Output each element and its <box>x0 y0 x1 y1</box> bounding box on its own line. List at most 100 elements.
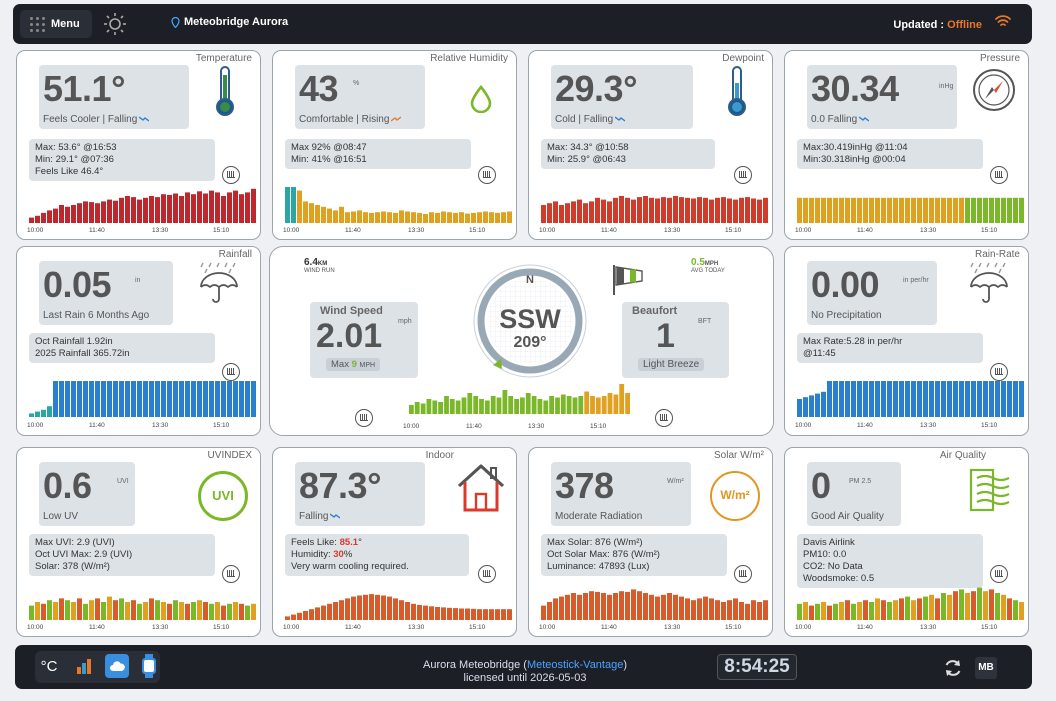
spark-bar <box>399 210 404 223</box>
spark-bar <box>821 391 826 417</box>
wind-degrees: 209° <box>513 334 546 351</box>
history-chart-icon[interactable] <box>478 565 496 583</box>
spark-bar <box>495 212 500 223</box>
spark-bar <box>137 199 142 223</box>
weather-forecast-button[interactable] <box>105 654 129 678</box>
spark-bar <box>245 192 250 223</box>
temperature-stats: Max: 53.6° @16:53 Min: 29.1° @07:36 Feel… <box>29 139 215 181</box>
meteobridge-logo[interactable]: MB <box>975 657 997 679</box>
rainrate-value: 0.00 <box>811 264 880 305</box>
spark-bar <box>875 197 880 223</box>
spark-bar <box>399 600 404 620</box>
spark-bar <box>691 198 696 223</box>
wind-card[interactable]: 6.4KM WIND RUN 0.5MPH AVG TODAY Wind Speed… <box>269 246 774 436</box>
history-chart-icon[interactable] <box>990 363 1008 381</box>
license-expiry: licensed until 2026-05-03 <box>463 672 587 684</box>
spark-bar <box>965 381 970 417</box>
spark-bar <box>709 598 714 620</box>
spark-bar <box>971 381 976 417</box>
spark-bar <box>667 197 672 223</box>
menu-label: Menu <box>51 18 80 30</box>
spark-bar <box>815 603 820 620</box>
axis-tick: 10:00 <box>27 227 44 234</box>
axis-tick: 11:40 <box>601 624 617 631</box>
wind-max-unit: MPH <box>359 362 376 369</box>
spark-bar <box>1007 598 1012 620</box>
spark-bar <box>691 600 696 620</box>
spark-bar <box>77 381 82 417</box>
stat-line: 2025 Rainfall 365.72in <box>35 348 130 359</box>
spark-bar <box>173 381 178 417</box>
spark-bar <box>143 197 148 223</box>
history-chart-icon[interactable] <box>222 166 240 184</box>
watch-button[interactable] <box>137 654 161 678</box>
spark-bar <box>501 609 506 620</box>
smartwatch-icon <box>142 654 156 678</box>
spark-bar <box>303 201 308 223</box>
time-axis: 10:00 11:40 13:30 15:10 <box>27 624 257 634</box>
refresh-icon[interactable] <box>943 658 963 678</box>
spark-bar <box>113 600 118 620</box>
spark-bar <box>899 598 904 620</box>
spark-bar <box>173 600 178 620</box>
spark-bar <box>107 199 112 223</box>
time-axis: 10:00 11:40 13:30 15:10 <box>283 624 513 634</box>
temperature-subtitle-text: Feels Cooler | Falling <box>43 114 138 125</box>
spark-bar <box>447 212 452 223</box>
charts-button[interactable] <box>72 654 96 678</box>
history-chart-icon[interactable] <box>734 565 752 583</box>
rainrate-card[interactable]: Rain-Rate 0.00 in per/hr No Precipitatio… <box>784 246 1029 436</box>
history-chart-icon[interactable] <box>222 363 240 381</box>
spark-bar <box>41 212 46 223</box>
spark-bar <box>595 591 600 620</box>
spark-bar <box>239 381 244 417</box>
history-chart-icon[interactable] <box>990 166 1008 184</box>
history-chart-icon[interactable] <box>222 565 240 583</box>
history-chart-icon[interactable] <box>734 166 752 184</box>
spark-bar <box>601 199 606 223</box>
spark-bar <box>251 188 256 223</box>
humidity-card[interactable]: Relative Humidity 43 % Comfortable | Ris… <box>272 50 517 240</box>
celsius-toggle-button[interactable]: °C <box>40 657 58 675</box>
spark-bar <box>1001 594 1006 620</box>
spark-bar <box>89 600 94 620</box>
spark-bar <box>101 381 106 417</box>
spark-bar <box>47 406 52 417</box>
spark-bar <box>839 381 844 417</box>
rainfall-sparkline <box>29 381 256 417</box>
spark-bar <box>375 594 380 620</box>
spark-bar <box>297 190 302 223</box>
pressure-card[interactable]: Pressure 30.34 inHg 0.0 Falling Max:30.4… <box>784 50 1029 240</box>
spark-bar <box>673 196 678 223</box>
history-chart-icon[interactable] <box>478 166 496 184</box>
spark-bar <box>203 381 208 417</box>
temperature-card[interactable]: Temperature 51.1° Feels Cooler | Falling… <box>16 50 261 240</box>
dewpoint-sparkline <box>541 196 768 223</box>
station-type-link[interactable]: Meteostick-Vantage <box>526 659 624 671</box>
spark-bar <box>221 196 226 223</box>
spark-bar <box>875 381 880 417</box>
history-chart-icon[interactable] <box>355 409 373 427</box>
uvindex-card[interactable]: UVINDEX 0.6 UVI Low UV UVI Max UVI: 2.9 … <box>16 447 261 637</box>
spark-bar <box>833 197 838 223</box>
dewpoint-card[interactable]: Dewpoint 29.3° Cold | Falling Max: 34.3°… <box>528 50 773 240</box>
spark-bar <box>911 600 916 620</box>
spark-bar <box>53 381 58 417</box>
solar-value: 378 <box>555 465 614 506</box>
history-chart-icon[interactable] <box>990 565 1008 583</box>
airquality-card[interactable]: Air Quality 0 PM 2.5 Good Air Quality Da… <box>784 447 1029 637</box>
solar-card[interactable]: Solar W/m² 378 W/m² Moderate Radiation W… <box>528 447 773 637</box>
rainfall-subtitle: Last Rain 6 Months Ago <box>43 310 150 321</box>
menu-button[interactable]: Menu <box>20 10 92 38</box>
spark-bar <box>543 400 549 414</box>
rainfall-card[interactable]: Rainfall 0.05 in Last Rain 6 Months Ago … <box>16 246 261 436</box>
spark-bar <box>601 593 606 620</box>
compass-north-label: N <box>526 274 534 286</box>
beaufort-title: Beaufort <box>632 305 678 317</box>
indoor-card[interactable]: Indoor 87.3° Falling Feels Like: 85.1° H… <box>272 447 517 637</box>
spark-bar <box>417 604 422 620</box>
axis-tick: 15:10 <box>213 227 230 234</box>
theme-toggle-icon[interactable] <box>103 12 127 36</box>
spark-bar <box>845 381 850 417</box>
history-chart-icon[interactable] <box>655 409 673 427</box>
